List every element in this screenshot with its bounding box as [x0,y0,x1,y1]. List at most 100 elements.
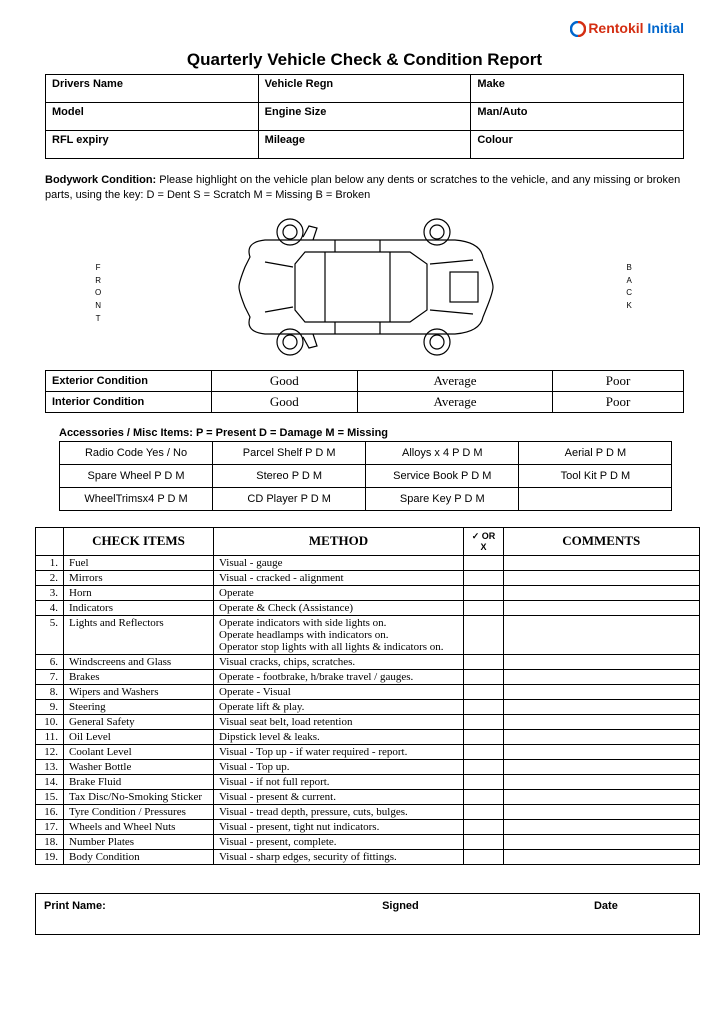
check-comments[interactable] [504,774,700,789]
check-orx[interactable] [464,819,504,834]
check-row: 12.Coolant LevelVisual - Top up - if wat… [36,744,700,759]
check-comments[interactable] [504,654,700,669]
condition-option[interactable]: Poor [553,391,684,412]
check-orx[interactable] [464,774,504,789]
check-num: 12. [36,744,64,759]
check-comments[interactable] [504,684,700,699]
check-orx[interactable] [464,684,504,699]
info-cell[interactable]: Vehicle Regn [258,75,471,103]
check-comments[interactable] [504,714,700,729]
accessory-cell[interactable]: WheelTrimsx4 P D M [60,487,213,510]
check-item: Wheels and Wheel Nuts [64,819,214,834]
check-row: 11.Oil LevelDipstick level & leaks. [36,729,700,744]
info-cell[interactable]: Make [471,75,684,103]
check-comments[interactable] [504,669,700,684]
check-item: Fuel [64,555,214,570]
check-comments[interactable] [504,819,700,834]
header-orx: ✓ OR X [464,527,504,555]
check-item: Oil Level [64,729,214,744]
check-orx[interactable] [464,804,504,819]
accessory-cell[interactable]: Stereo P D M [213,464,366,487]
info-cell[interactable]: Drivers Name [46,75,259,103]
accessory-cell[interactable]: CD Player P D M [213,487,366,510]
check-comments[interactable] [504,849,700,864]
back-label: BACK [626,262,634,313]
signature-row: Print Name: Signed Date [36,893,700,934]
date-field[interactable]: Date [513,893,699,934]
check-orx[interactable] [464,585,504,600]
check-orx[interactable] [464,600,504,615]
check-item: Number Plates [64,834,214,849]
check-item: Body Condition [64,849,214,864]
check-comments[interactable] [504,744,700,759]
check-orx[interactable] [464,555,504,570]
check-orx[interactable] [464,789,504,804]
condition-option[interactable]: Average [357,391,552,412]
check-comments[interactable] [504,570,700,585]
info-cell[interactable]: Mileage [258,131,471,159]
check-orx[interactable] [464,849,504,864]
info-cell[interactable]: RFL expiry [46,131,259,159]
check-num: 4. [36,600,64,615]
check-num: 10. [36,714,64,729]
print-name-field[interactable]: Print Name: [36,893,288,934]
table-row: Spare Wheel P D M Stereo P D M Service B… [60,464,672,487]
check-comments[interactable] [504,729,700,744]
condition-row: Interior Condition Good Average Poor [46,391,684,412]
check-orx[interactable] [464,744,504,759]
check-comments[interactable] [504,615,700,654]
check-orx[interactable] [464,669,504,684]
info-cell[interactable]: Colour [471,131,684,159]
brand-part1: Rentokil [588,20,643,36]
check-orx[interactable] [464,759,504,774]
check-comments[interactable] [504,585,700,600]
condition-option[interactable]: Poor [553,370,684,391]
check-method: Operate lift & play. [214,699,464,714]
check-row: 3.HornOperate [36,585,700,600]
check-orx[interactable] [464,570,504,585]
info-cell[interactable]: Man/Auto [471,103,684,131]
accessory-cell[interactable]: Alloys x 4 P D M [366,441,519,464]
check-item: Washer Bottle [64,759,214,774]
check-item: Tyre Condition / Pressures [64,804,214,819]
check-method: Visual - present & current. [214,789,464,804]
info-cell[interactable]: Engine Size [258,103,471,131]
info-cell[interactable]: Model [46,103,259,131]
condition-option[interactable]: Good [211,370,357,391]
check-comments[interactable] [504,789,700,804]
signed-field[interactable]: Signed [288,893,514,934]
condition-option[interactable]: Good [211,391,357,412]
check-orx[interactable] [464,714,504,729]
check-orx[interactable] [464,615,504,654]
check-orx[interactable] [464,834,504,849]
accessory-cell[interactable]: Aerial P D M [519,441,672,464]
condition-option[interactable]: Average [357,370,552,391]
table-row: WheelTrimsx4 P D M CD Player P D M Spare… [60,487,672,510]
check-comments[interactable] [504,600,700,615]
accessory-cell[interactable]: Tool Kit P D M [519,464,672,487]
header-blank [36,527,64,555]
check-num: 9. [36,699,64,714]
check-row: 1.FuelVisual - gauge [36,555,700,570]
accessory-cell[interactable]: Spare Key P D M [366,487,519,510]
header-method: METHOD [214,527,464,555]
check-comments[interactable] [504,834,700,849]
check-comments[interactable] [504,555,700,570]
check-orx[interactable] [464,729,504,744]
check-comments[interactable] [504,759,700,774]
accessory-cell[interactable]: Spare Wheel P D M [60,464,213,487]
check-method: Visual - present, tight nut indicators. [214,819,464,834]
check-orx[interactable] [464,699,504,714]
check-comments[interactable] [504,699,700,714]
check-num: 19. [36,849,64,864]
accessory-cell[interactable]: Radio Code Yes / No [60,441,213,464]
check-row: 14.Brake FluidVisual - if not full repor… [36,774,700,789]
check-item: Coolant Level [64,744,214,759]
check-comments[interactable] [504,804,700,819]
check-method: Visual - present, complete. [214,834,464,849]
accessory-cell[interactable]: Parcel Shelf P D M [213,441,366,464]
accessory-cell[interactable] [519,487,672,510]
check-item: General Safety [64,714,214,729]
accessory-cell[interactable]: Service Book P D M [366,464,519,487]
check-orx[interactable] [464,654,504,669]
